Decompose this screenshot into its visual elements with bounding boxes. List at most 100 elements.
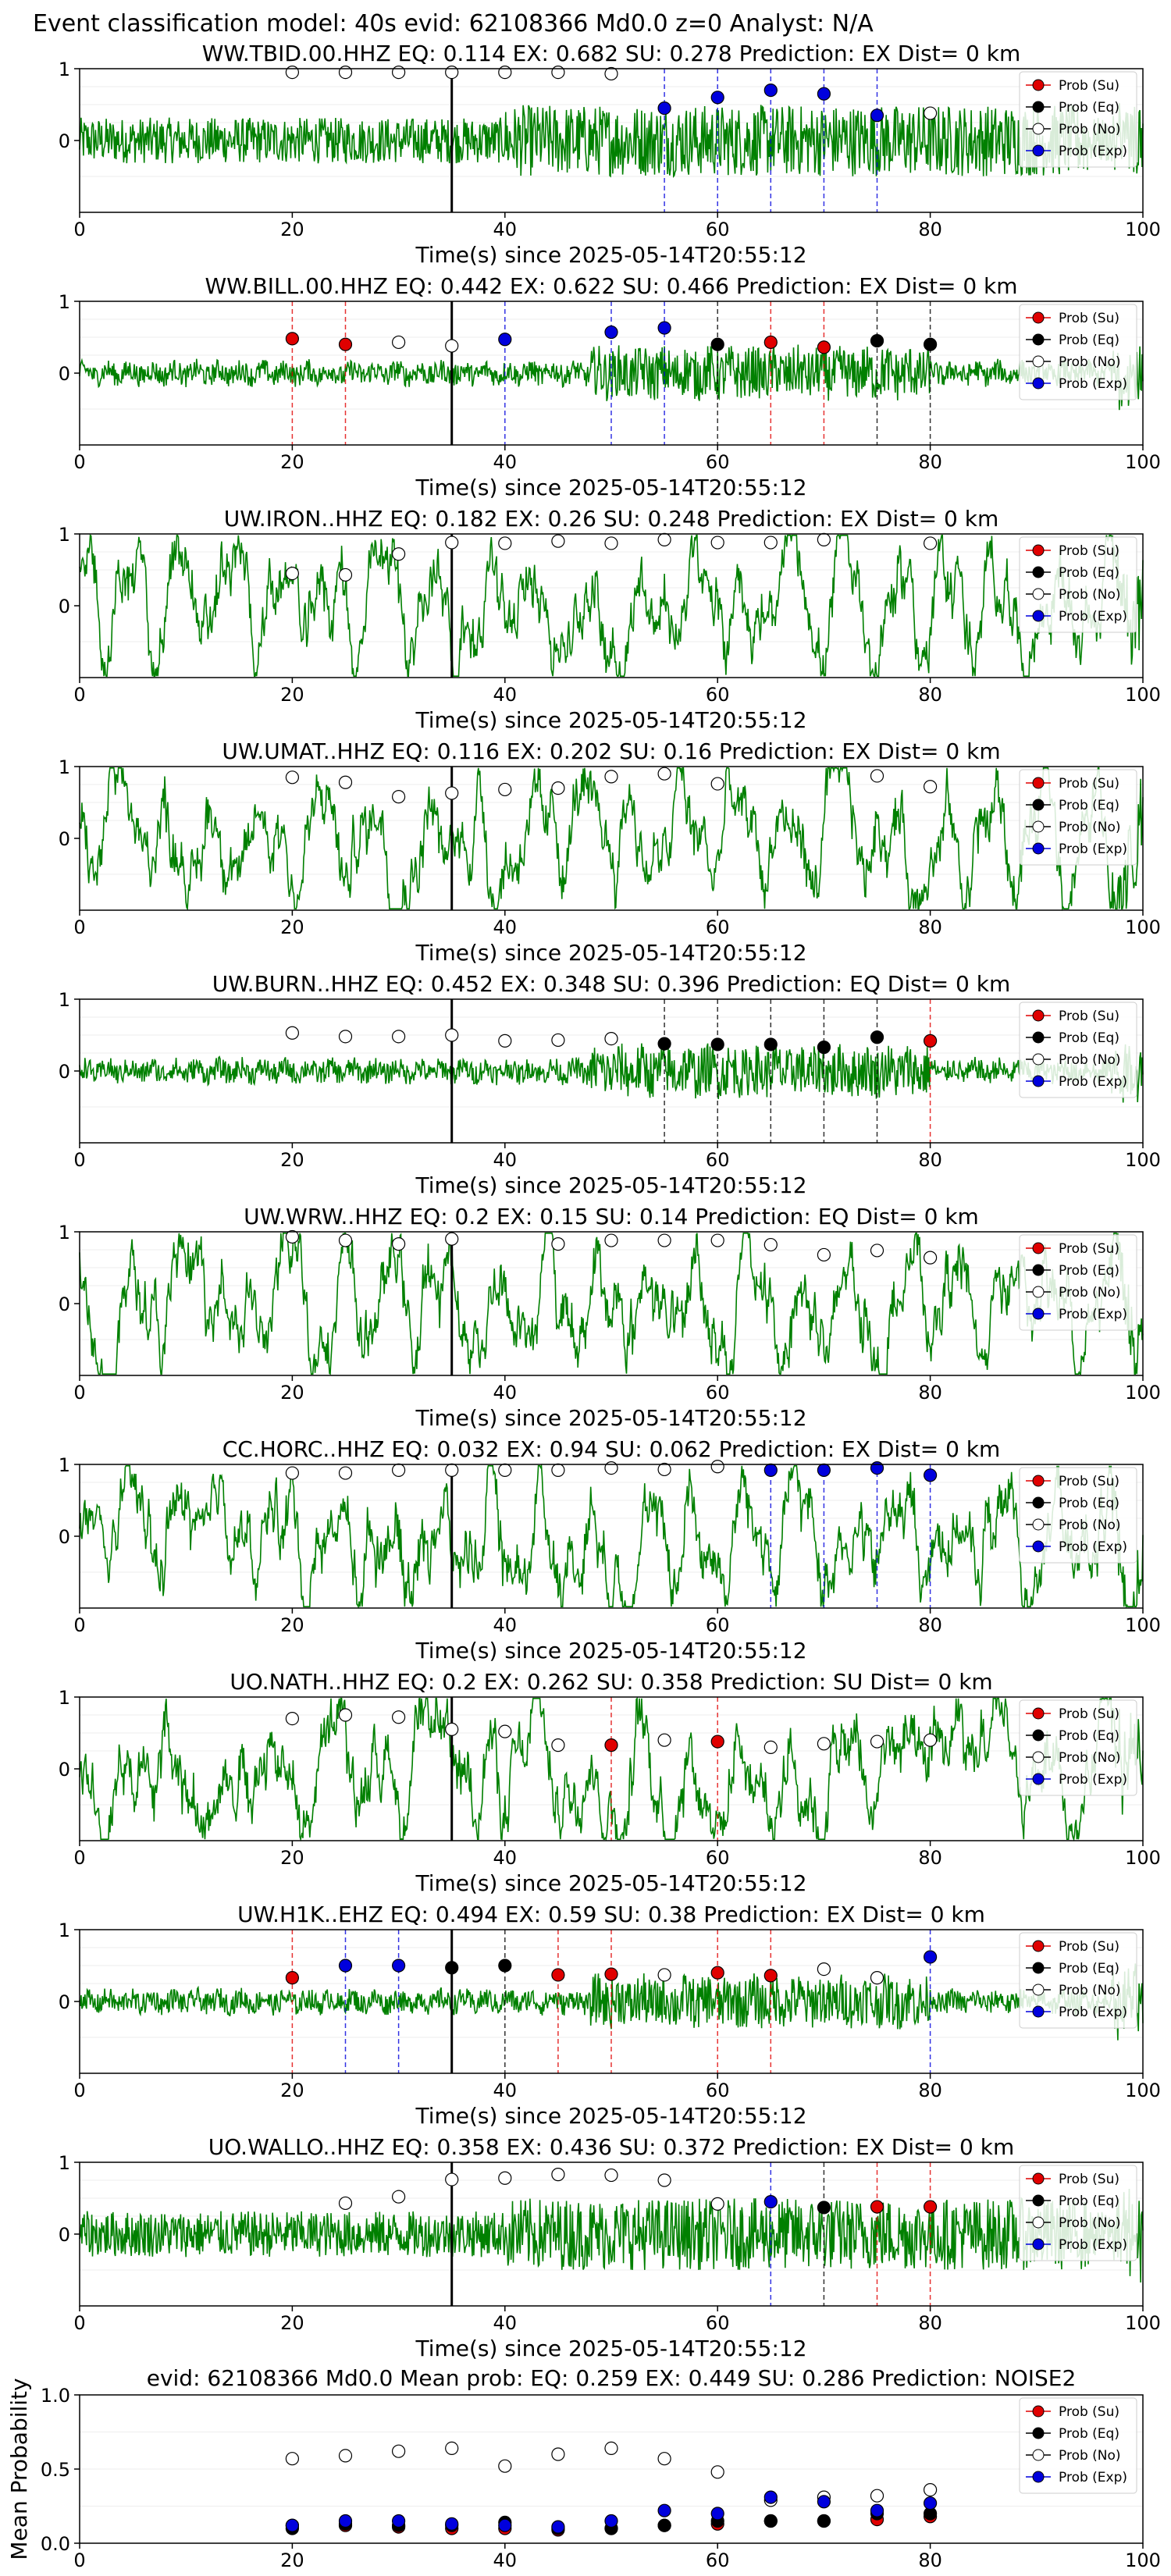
x-tick-label: 0 [73,916,85,938]
x-axis-label: Time(s) since 2025-05-14T20:55:12 [415,2336,806,2361]
panel-title: UO.WALLO..HHZ EQ: 0.358 EX: 0.436 SU: 0.… [208,2134,1014,2160]
x-axis-label: Time(s) since 2025-05-14T20:55:12 [415,940,806,966]
x-tick-label: 100 [1125,684,1161,706]
legend-box [1019,71,1137,168]
mean-marker-no [604,2441,618,2455]
legend-label-exp: Prob (Exp) [1059,2005,1127,2020]
x-tick-label: 80 [918,2312,942,2334]
y-tick-label: 0.5 [41,2459,70,2481]
x-tick-label: 100 [1125,219,1161,240]
prob-marker-eq [657,1037,671,1051]
legend: Prob (Su) Prob (Eq) Prob (No) Prob (Exp) [1019,769,1137,866]
prob-marker-eq [498,1959,512,1973]
x-tick-label: 60 [706,1847,730,1869]
legend-marker-no [1032,355,1045,368]
x-tick-label: 0 [73,1149,85,1171]
x-tick-label: 100 [1125,1149,1161,1171]
prob-marker-no [817,532,831,546]
seismogram-trace [79,1043,1144,1103]
prob-marker-no [551,1738,565,1752]
legend-label-su: Prob (Su) [1059,2172,1119,2187]
x-tick-label: 20 [280,1149,304,1171]
x-tick-label: 60 [706,1614,730,1636]
prob-marker-no [285,1712,299,1726]
legend-label-exp: Prob (Exp) [1059,2237,1127,2253]
legend-marker-exp [1032,144,1045,157]
mean-marker-exp [604,2514,618,2528]
legend-marker-no [1032,1751,1045,1763]
x-tick-label: 100 [1125,2080,1161,2101]
prob-marker-exp [763,2195,778,2209]
figure-title: Event classification model: 40s evid: 62… [33,10,874,37]
prob-marker-su [551,1968,565,1982]
legend: Prob (Su) Prob (Eq) Prob (No) Prob (Exp) [1019,1234,1137,1331]
station-panel: UW.WRW..HHZ EQ: 0.2 EX: 0.15 SU: 0.14 Pr… [59,1204,1161,1431]
legend-label-eq: Prob (Eq) [1059,333,1119,348]
prob-marker-no [392,65,406,80]
x-tick-label: 0 [73,219,85,240]
station-panel: UW.IRON..HHZ EQ: 0.182 EX: 0.26 SU: 0.24… [59,506,1161,733]
x-tick-label: 40 [493,1149,518,1171]
prob-marker-no [285,65,299,80]
legend-label-su: Prob (Su) [1059,1474,1119,1489]
panel-title: WW.BILL.00.HHZ EQ: 0.442 EX: 0.622 SU: 0… [205,273,1017,299]
prob-marker-no [551,1463,565,1477]
legend-marker-exp [1032,1773,1045,1785]
prob-marker-no [498,536,512,550]
prob-marker-eq [445,1961,459,1975]
seismogram-trace [79,103,1144,178]
prob-marker-exp [870,109,884,123]
prob-marker-eq [870,334,884,348]
prob-marker-no [710,1460,724,1474]
y-tick-label: 1 [59,291,70,313]
station-panel: UO.WALLO..HHZ EQ: 0.358 EX: 0.436 SU: 0.… [59,2134,1161,2361]
legend-label-eq: Prob (Eq) [1059,100,1119,116]
panel-title: UW.IRON..HHZ EQ: 0.182 EX: 0.26 SU: 0.24… [224,506,998,532]
legend-marker-eq [1032,1962,1045,1974]
x-tick-label: 80 [918,1149,942,1171]
prob-marker-no [604,536,618,550]
y-tick-label: 1 [59,756,70,778]
mean-marker-no [551,2447,565,2461]
legend-label-no: Prob (No) [1059,122,1121,137]
legend-label-exp: Prob (Exp) [1059,144,1127,159]
prob-marker-no [445,1232,459,1246]
legend: Prob (Su) Prob (Eq) Prob (No) Prob (Exp) [1019,1699,1137,1796]
y-tick-label: 1 [59,1222,70,1244]
prob-marker-no [923,1733,938,1747]
legend-label-eq: Prob (Eq) [1059,1728,1119,1744]
seismogram-trace [79,1233,1144,1375]
y-tick-label: 0 [59,828,70,850]
x-axis-label: Time(s) since 2025-05-14T20:55:12 [415,1638,806,1663]
legend: Prob (Su) Prob (Eq) Prob (No) Prob (Exp) [1019,2397,1137,2494]
prob-marker-no [338,65,353,80]
prob-marker-no [817,1737,831,1751]
x-axis-label: Time(s) since 2025-05-14T20:55:12 [415,2103,806,2129]
y-tick-label: 0 [59,1991,70,2013]
mean-marker-exp [551,2520,565,2534]
legend-box [1019,536,1137,633]
station-panel: UW.H1K..EHZ EQ: 0.494 EX: 0.59 SU: 0.38 … [59,1902,1161,2129]
mean-probability-panel: evid: 62108366 Md0.0 Mean prob: EQ: 0.25… [6,2365,1161,2571]
x-tick-label: 20 [280,1614,304,1636]
x-axis-label: Time(s) since 2025-05-14T20:55:12 [415,707,806,733]
prob-marker-exp [763,83,778,98]
legend-label-su: Prob (Su) [1059,1009,1119,1024]
legend: Prob (Su) Prob (Eq) Prob (No) Prob (Exp) [1019,2165,1137,2261]
prob-marker-no [338,1233,353,1247]
legend-marker-su [1032,1475,1045,1487]
panel-title: UW.BURN..HHZ EQ: 0.452 EX: 0.348 SU: 0.3… [212,971,1011,997]
legend-marker-eq [1032,1264,1045,1276]
legend-label-no: Prob (No) [1059,1750,1121,1766]
y-tick-label: 0.0 [41,2533,70,2555]
mean-marker-exp [392,2514,406,2528]
legend-label-exp: Prob (Exp) [1059,1772,1127,1788]
prob-marker-no [604,66,618,81]
prob-marker-no [870,769,884,783]
mean-marker-no [338,2449,353,2463]
prob-marker-no [285,1229,299,1244]
legend-label-su: Prob (Su) [1059,78,1119,94]
prob-marker-no [498,1724,512,1738]
legend: Prob (Su) Prob (Eq) Prob (No) Prob (Exp) [1019,536,1137,633]
prob-marker-no [710,535,724,550]
